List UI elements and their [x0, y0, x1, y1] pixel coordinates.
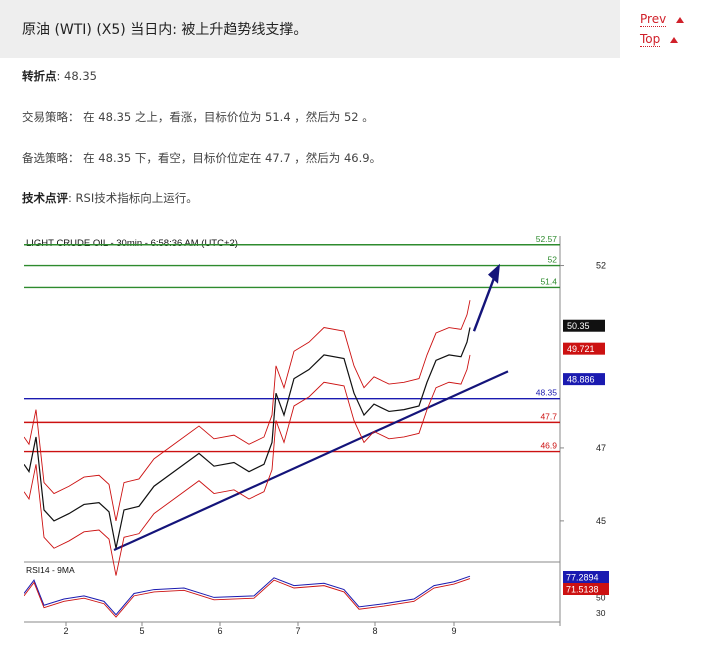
x-tick-label: 6	[217, 626, 222, 636]
alt-strategy-label: 备选策略	[22, 151, 68, 165]
x-tick-label: 9	[451, 626, 456, 636]
rsi-value-label: 71.5138	[566, 585, 599, 595]
alt-strategy-line: 备选策略： 在 48.35 下，看空，目标价位定在 47.7 ，然后为 46.9…	[22, 150, 381, 166]
rsi-ma-line	[23, 578, 471, 618]
rsi-series-line	[23, 575, 471, 616]
chart-title: LIGHT CRUDE OIL - 30min - 6:58:36 AM (UT…	[26, 238, 238, 249]
tech-comment-label: 技术点评	[22, 191, 68, 205]
prev-link-label[interactable]: Prev	[640, 12, 667, 27]
price-tick-label: 52	[596, 261, 606, 271]
tech-comment-text: : RSI技术指标向上运行。	[68, 191, 198, 205]
rsi-value-tag	[563, 583, 609, 595]
strategy-line: 交易策略： 在 48.35 之上，看涨，目标价位为 51.4 ，然后为 52 。	[22, 109, 374, 125]
chart-svg: LIGHT CRUDE OIL - 30min - 6:58:36 AM (UT…	[23, 234, 609, 636]
upper-band-line	[23, 300, 471, 521]
strategy-text: ： 在 48.35 之上，看涨，目标价位为 51.4 ，然后为 52 。	[68, 110, 374, 124]
level-label: 47.7	[540, 411, 557, 421]
x-tick-label: 5	[139, 626, 144, 636]
level-label: 51.4	[540, 276, 557, 286]
level-label: 52.57	[536, 236, 558, 244]
price-tag-label: 49.721	[567, 344, 595, 354]
pivot-line: 转折点: 48.35	[22, 68, 97, 84]
nav-links: Prev Top	[640, 10, 710, 50]
price-tag	[563, 319, 605, 332]
price-tag	[563, 373, 605, 386]
price-tag-label: 48.886	[567, 375, 595, 385]
lower-band-line	[23, 354, 471, 576]
arrow-up-icon	[670, 37, 679, 43]
rsi-tick-label: 30	[596, 608, 606, 618]
rsi-label: RSI14 - 9MA	[26, 565, 75, 575]
trend-line	[113, 370, 509, 552]
rsi-value-label: 77.2894	[566, 573, 599, 583]
price-tick-label: 47	[596, 443, 606, 453]
level-label: 48.35	[536, 388, 558, 398]
x-tick-label: 8	[372, 626, 377, 636]
prev-link[interactable]: Prev	[640, 10, 710, 30]
price-tag	[563, 342, 605, 355]
level-label: 52	[548, 255, 558, 265]
price-series-line	[23, 327, 471, 549]
price-chart: LIGHT CRUDE OIL - 30min - 6:58:36 AM (UT…	[23, 234, 624, 636]
pivot-label: 转折点	[22, 69, 57, 83]
projection-arrow-head	[488, 263, 500, 284]
pivot-value: : 48.35	[56, 69, 97, 83]
level-label: 46.9	[540, 441, 557, 451]
rsi-value-tag	[563, 571, 609, 583]
strategy-label: 交易策略	[22, 110, 68, 124]
tech-comment-line: 技术点评: RSI技术指标向上运行。	[22, 190, 198, 206]
price-tick-label: 45	[596, 516, 606, 526]
top-link-label[interactable]: Top	[640, 32, 661, 47]
top-link[interactable]: Top	[640, 30, 710, 50]
price-tag-label: 50.35	[567, 321, 590, 331]
arrow-up-icon	[676, 17, 685, 23]
x-tick-label: 2	[63, 626, 68, 636]
rsi-tick-label: 50	[596, 592, 606, 602]
page-title: 原油 (WTI) (X5) 当日内: 被上升趋势线支撑。	[22, 22, 308, 38]
projection-arrow	[472, 272, 498, 332]
article-header: 原油 (WTI) (X5) 当日内: 被上升趋势线支撑。	[0, 0, 620, 58]
alt-strategy-text: ： 在 48.35 下，看空，目标价位定在 47.7 ，然后为 46.9。	[68, 151, 382, 165]
x-tick-label: 7	[295, 626, 300, 636]
